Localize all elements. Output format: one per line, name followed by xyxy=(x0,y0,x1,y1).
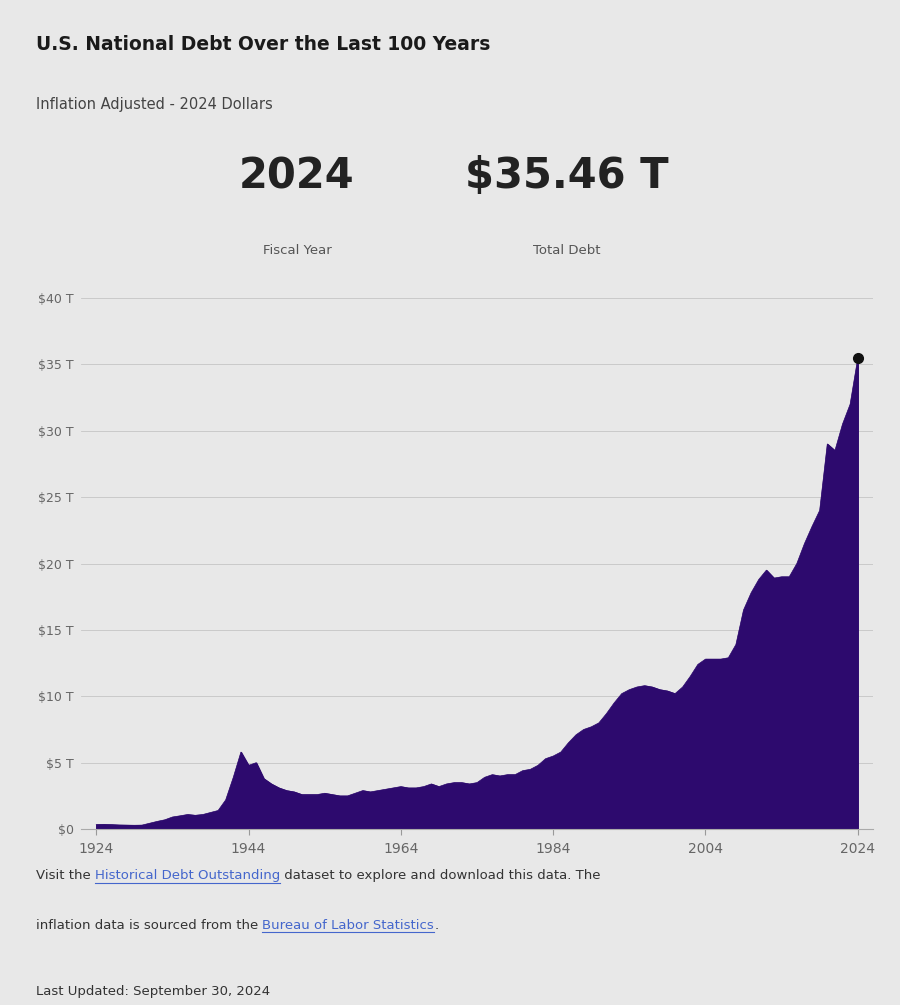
Text: Inflation Adjusted - 2024 Dollars: Inflation Adjusted - 2024 Dollars xyxy=(36,97,273,113)
Text: Bureau of Labor Statistics: Bureau of Labor Statistics xyxy=(263,919,434,932)
Text: $35.46 T: $35.46 T xyxy=(465,156,669,197)
Text: dataset to explore and download this data. The: dataset to explore and download this dat… xyxy=(280,869,601,882)
Text: 2024: 2024 xyxy=(239,156,355,197)
Text: Historical Debt Outstanding: Historical Debt Outstanding xyxy=(95,869,280,882)
Text: Visit the: Visit the xyxy=(36,869,95,882)
Text: .: . xyxy=(434,919,438,932)
Text: Fiscal Year: Fiscal Year xyxy=(263,243,331,256)
Text: Last Updated: September 30, 2024: Last Updated: September 30, 2024 xyxy=(36,985,270,998)
Text: Total Debt: Total Debt xyxy=(533,243,601,256)
Text: inflation data is sourced from the: inflation data is sourced from the xyxy=(36,919,263,932)
Text: U.S. National Debt Over the Last 100 Years: U.S. National Debt Over the Last 100 Yea… xyxy=(36,35,490,54)
